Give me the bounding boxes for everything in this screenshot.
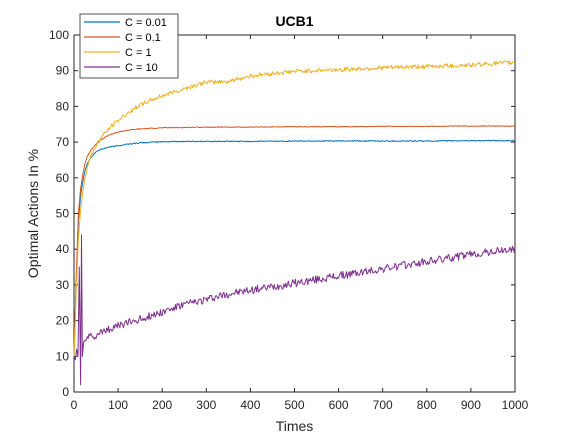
legend-label: C = 10 <box>125 62 158 74</box>
y-tick-label: 0 <box>62 385 69 399</box>
x-tick-label: 600 <box>329 398 349 412</box>
legend-label: C = 0.1 <box>125 32 161 44</box>
y-tick-label: 50 <box>56 207 70 221</box>
series-line-1 <box>73 139 516 357</box>
y-tick-label: 10 <box>56 349 70 363</box>
x-tick-label: 800 <box>417 398 437 412</box>
x-tick-label: 500 <box>284 398 304 412</box>
y-tick-label: 40 <box>56 242 70 256</box>
legend: C = 0.01 C = 0.1 C = 1 C = 10 <box>79 13 179 79</box>
series-layer <box>73 60 516 386</box>
x-tick-label: 1000 <box>502 398 529 412</box>
series-line-4 <box>73 234 516 386</box>
series-line-2 <box>73 125 516 357</box>
y-tick-label: 60 <box>56 171 70 185</box>
x-tick-label: 300 <box>196 398 216 412</box>
x-tick-label: 900 <box>461 398 481 412</box>
x-tick-label: 400 <box>240 398 260 412</box>
x-tick-label: 700 <box>373 398 393 412</box>
x-tick-label: 200 <box>152 398 172 412</box>
x-axis-ticks: 0 100 200 300 400 500 600 700 800 900 1000 <box>71 35 529 412</box>
y-tick-label: 70 <box>56 135 70 149</box>
x-tick-label: 0 <box>71 398 78 412</box>
y-tick-label: 20 <box>56 314 70 328</box>
x-tick-label: 100 <box>108 398 128 412</box>
y-axis-title: Optimal Actions In % <box>25 149 41 278</box>
y-tick-label: 80 <box>56 99 70 113</box>
series-line-3 <box>73 60 516 357</box>
y-tick-label: 90 <box>56 64 70 78</box>
legend-label: C = 1 <box>125 47 152 59</box>
legend-label: C = 0.01 <box>125 17 167 29</box>
y-tick-label: 100 <box>49 28 69 42</box>
y-axis-ticks: 0 10 20 30 40 50 60 70 80 90 100 <box>49 28 515 399</box>
plot-area <box>73 34 516 393</box>
x-axis-title: Times <box>276 418 314 434</box>
y-tick-label: 30 <box>56 278 70 292</box>
chart-title: UCB1 <box>275 13 313 29</box>
